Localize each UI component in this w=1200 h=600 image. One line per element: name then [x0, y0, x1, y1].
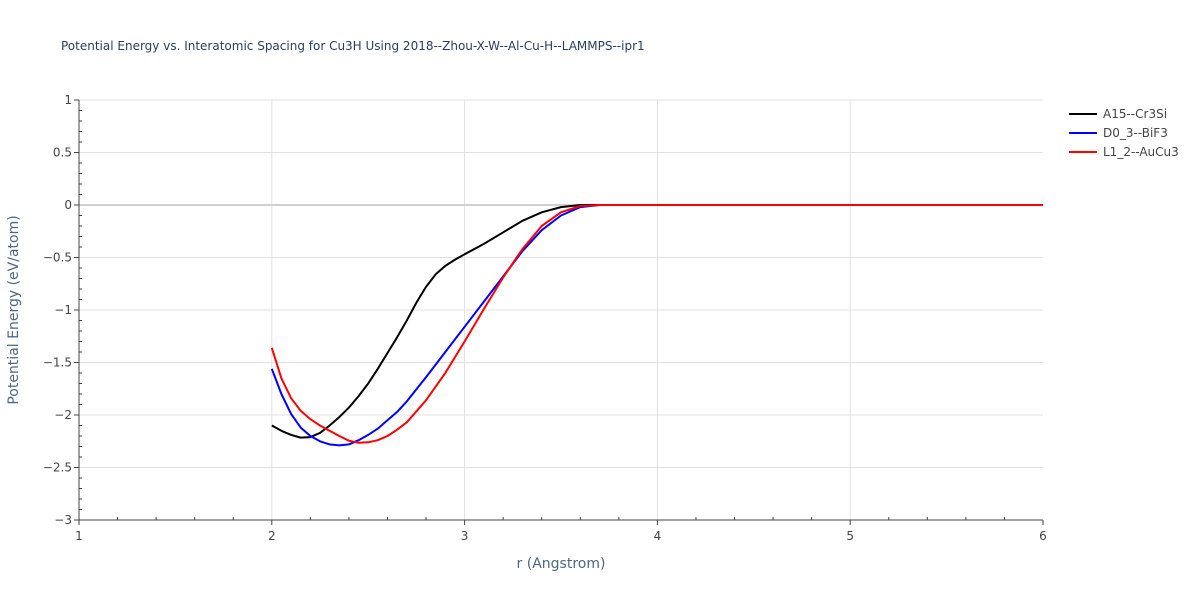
x-tick-label: 1 — [75, 529, 83, 543]
series-lines — [270, 204, 1043, 447]
x-tick-label: 2 — [268, 529, 276, 543]
axes: 1 2 3 4 5 6 1 0.5 0 −0.5 −1 −1.5 −2 −2.5 −3 — [43, 93, 1047, 543]
x-tick-label: 6 — [1039, 529, 1047, 543]
x-tick-label: 5 — [846, 529, 854, 543]
y-tick-label: 0 — [64, 198, 72, 212]
y-tick-label: −0.5 — [43, 251, 72, 265]
grid — [79, 99, 1043, 520]
legend-label: A15--Cr3Si — [1103, 107, 1167, 121]
legend[interactable]: A15--Cr3Si D0_3--BiF3 L1_2--AuCu3 — [1069, 107, 1179, 159]
series-line-2 — [270, 204, 1043, 444]
y-tick-label: −2 — [54, 408, 72, 422]
y-tick-label: −2.5 — [43, 461, 72, 475]
y-tick-label: −1 — [54, 303, 72, 317]
y-tick-label: −3 — [54, 513, 72, 527]
y-tick-label: 1 — [64, 93, 72, 107]
x-tick-label: 4 — [654, 529, 662, 543]
y-tick-label: 0.5 — [53, 146, 72, 160]
legend-item[interactable]: D0_3--BiF3 — [1069, 126, 1168, 140]
series-line-0 — [271, 204, 1043, 439]
x-tick-label: 3 — [461, 529, 469, 543]
legend-item[interactable]: A15--Cr3Si — [1069, 107, 1167, 121]
chart-title: Potential Energy vs. Interatomic Spacing… — [61, 39, 645, 53]
legend-item[interactable]: L1_2--AuCu3 — [1069, 145, 1179, 159]
y-axis-title: Potential Energy (eV/atom) — [6, 215, 22, 404]
x-axis-title: r (Angstrom) — [517, 556, 606, 572]
legend-label: D0_3--BiF3 — [1103, 126, 1168, 140]
y-tick-label: −1.5 — [43, 356, 72, 370]
legend-label: L1_2--AuCu3 — [1103, 145, 1179, 159]
